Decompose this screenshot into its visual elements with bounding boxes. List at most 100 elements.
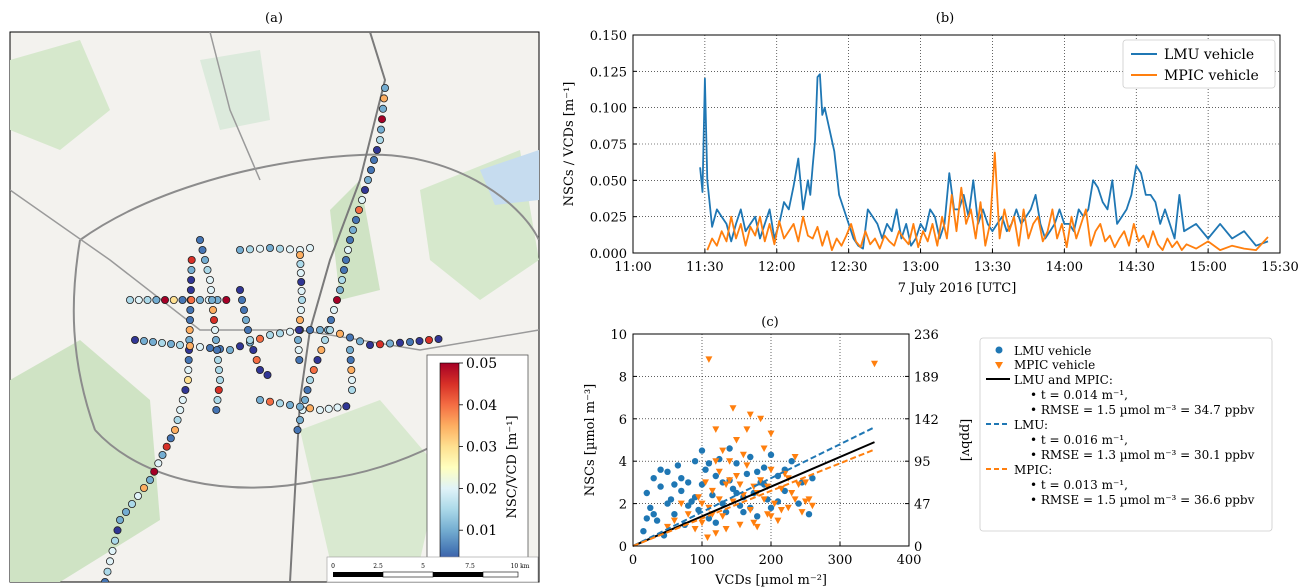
map-green-area	[10, 40, 110, 150]
scatter-point-lmu	[698, 481, 706, 488]
colorbar-tick-label: 0.01	[466, 523, 497, 539]
map-point	[255, 334, 264, 343]
map-point	[187, 265, 196, 274]
map-point	[127, 499, 136, 508]
map-point	[235, 342, 244, 351]
scatter-point-mpic	[729, 405, 737, 412]
legend-frame	[1122, 39, 1276, 89]
map-point	[317, 345, 326, 354]
series-line-mpic	[706, 151, 1269, 252]
map-point	[183, 375, 192, 384]
scatter-point-lmu	[685, 479, 692, 486]
map-point	[285, 327, 294, 336]
map-point	[295, 250, 304, 259]
map-point	[225, 345, 234, 354]
colorbar-tick-label: 0.03	[466, 440, 497, 456]
map-point	[325, 325, 334, 334]
map-features	[10, 32, 539, 582]
map-point	[166, 339, 175, 348]
panel-a-label: (a)	[265, 11, 283, 26]
scatter-point-lmu	[767, 504, 775, 511]
map-point	[237, 295, 246, 304]
map-point	[160, 295, 169, 304]
panel-a: (a) 0.000.010.020.030.040.05 NSC/VCD [m⁻…	[9, 11, 540, 583]
scatter-point-mpic	[743, 462, 751, 469]
map-point	[385, 339, 394, 348]
scatter-point-mpic	[684, 511, 692, 518]
fit-line-combined	[632, 441, 875, 547]
scatter-point-mpic	[739, 451, 747, 459]
map-point	[195, 295, 204, 304]
scatter-point-mpic	[805, 496, 813, 503]
map-point	[265, 397, 274, 406]
scatter-point-mpic	[704, 534, 711, 541]
map-point	[209, 315, 218, 324]
legend-text: LMU:	[1014, 418, 1048, 432]
fit-line-mpic	[632, 448, 875, 547]
map-point	[208, 305, 217, 314]
scatter-point-lmu	[747, 453, 754, 461]
scatter-point-mpic	[760, 445, 768, 452]
map-point	[315, 325, 324, 334]
x-tick-label: 12:00	[758, 260, 795, 275]
panel-c-ylabel-right: [ppbv]	[958, 419, 973, 461]
map-point	[335, 285, 344, 294]
map-point	[335, 329, 344, 338]
panel-b-ylabel: NSCs / VCDs [m⁻¹]	[562, 82, 577, 207]
legend-marker-mpic	[995, 362, 1003, 369]
panel-b-series	[699, 73, 1269, 252]
scatter-point-lmu	[795, 500, 802, 507]
map-point	[320, 335, 329, 344]
panel-c-xlabel: VCDs [µmol m⁻²]	[714, 573, 827, 588]
map-point	[249, 345, 258, 354]
map-point	[313, 355, 322, 364]
legend-text: MPIC:	[1014, 463, 1052, 477]
scatter-point-lmu	[705, 460, 713, 467]
scatter-point-lmu	[754, 468, 761, 475]
scatter-point-lmu	[650, 511, 657, 518]
scalebar-tick: 2.5	[373, 563, 383, 570]
map-point	[305, 375, 314, 384]
panel-b-legend: LMU vehicle MPIC vehicle	[1122, 39, 1276, 89]
map-point	[332, 295, 341, 304]
map-point	[133, 491, 142, 500]
map-point	[379, 94, 388, 103]
map-point	[378, 104, 387, 113]
scatter-point-mpic	[771, 500, 778, 508]
map-point	[255, 365, 264, 374]
map-point	[295, 415, 304, 424]
scatter-point-mpic	[712, 530, 720, 537]
scatter-point-lmu	[671, 481, 678, 488]
scatter-point-mpic	[712, 458, 720, 465]
legend-label-lmu: LMU vehicle	[1164, 47, 1254, 63]
x-tick-label: 12:30	[830, 260, 867, 275]
scatter-point-mpic	[791, 454, 799, 461]
map-point	[347, 375, 356, 384]
map-point	[305, 404, 314, 413]
scatter-point-mpic	[795, 481, 803, 488]
map-point	[157, 338, 166, 347]
map-point	[122, 507, 131, 516]
y-right-tick-label: 47	[914, 498, 931, 513]
map-point	[245, 335, 254, 344]
scatter-point-lmu	[712, 472, 719, 480]
map-point	[263, 370, 272, 379]
legend-text: • RMSE = 1.3 µmol m⁻³ = 30.1 ppbv	[1030, 448, 1255, 462]
scatter-point-mpic	[764, 483, 771, 491]
map-point	[130, 335, 139, 344]
map-point	[395, 338, 404, 347]
map-point	[363, 175, 372, 184]
map-point	[185, 315, 194, 324]
colorbar: 0.000.010.020.030.040.05 NSC/VCD [m⁻¹]	[426, 354, 529, 581]
scalebar: 0 2.5 5 7.5 10 km	[326, 556, 539, 583]
series-line-lmu	[699, 73, 1269, 250]
map-point	[145, 475, 154, 484]
map-point	[243, 325, 252, 334]
map-point	[173, 415, 182, 424]
scatter-point-lmu	[657, 483, 664, 490]
scatter-point-lmu	[729, 485, 737, 492]
map-point	[375, 340, 384, 349]
scatter-point-lmu	[640, 528, 647, 535]
scalebar-tick: 10 km	[511, 563, 530, 570]
